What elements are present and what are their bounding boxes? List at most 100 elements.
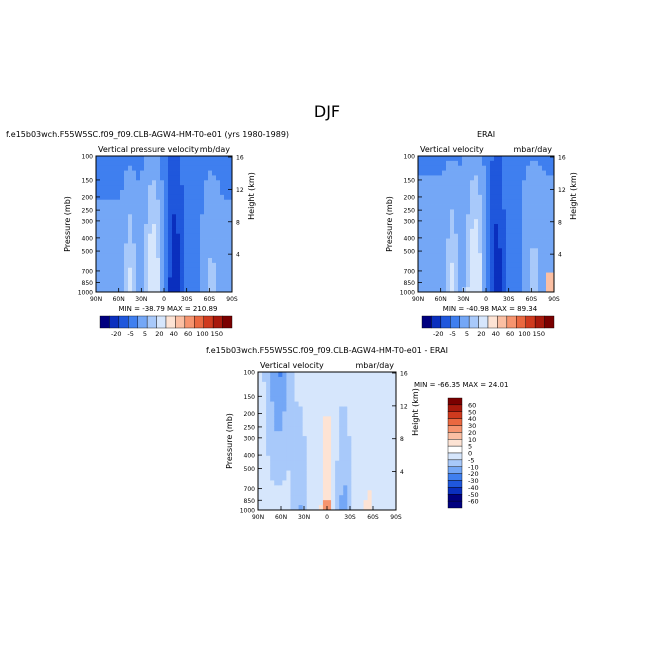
colorbar-label: -30 — [468, 477, 479, 485]
contour-cell — [506, 282, 511, 288]
contour-cell — [458, 233, 463, 239]
contour-cell — [446, 277, 451, 283]
contour-cell — [514, 267, 519, 273]
contour-cell — [351, 386, 356, 393]
contour-cell — [220, 190, 225, 196]
contour-cell — [450, 272, 455, 278]
contour-cell — [266, 406, 271, 412]
contour-cell — [108, 204, 113, 210]
contour-cell — [387, 455, 393, 462]
contour-cell — [530, 272, 535, 278]
contour-cell — [359, 396, 364, 402]
contour-cell — [258, 436, 263, 442]
contour-cell — [379, 505, 385, 511]
contour-cell — [306, 421, 312, 427]
contour-cell — [208, 287, 213, 293]
contour-cell — [156, 262, 161, 269]
contour-cell — [446, 272, 451, 278]
contour-cell — [140, 243, 145, 249]
contour-cell — [383, 401, 389, 407]
contour-cell — [96, 160, 101, 167]
contour-cell — [132, 238, 137, 244]
contour-cell — [144, 267, 149, 273]
contour-cell — [172, 214, 177, 220]
contour-cell — [208, 194, 213, 201]
contour-cell — [478, 180, 483, 186]
contour-cell — [140, 287, 145, 293]
contour-cell — [228, 272, 233, 278]
contour-cell — [184, 228, 189, 235]
contour-cell — [355, 381, 360, 388]
contour-cell — [168, 233, 173, 239]
contour-cell — [335, 391, 340, 398]
contour-cell — [347, 490, 352, 496]
contour-cell — [518, 277, 523, 283]
contour-cell — [144, 209, 149, 215]
contour-cell — [494, 238, 499, 244]
colorbar-swatch — [450, 315, 460, 329]
y-tick-label: 100 — [244, 370, 256, 377]
contour-cell — [347, 470, 352, 476]
contour-cell — [136, 156, 141, 162]
height-tick-label: 8 — [558, 219, 562, 226]
contour-cell — [220, 185, 225, 191]
contour-cell — [104, 277, 109, 283]
contour-cell — [156, 194, 161, 201]
contour-cell — [124, 287, 129, 293]
contour-cell — [434, 287, 439, 293]
contour-cell — [112, 272, 117, 278]
contour-cell — [494, 219, 499, 225]
contour-cell — [510, 204, 515, 210]
contour-cell — [314, 470, 320, 476]
contour-cell — [156, 204, 161, 210]
contour-cell — [172, 248, 177, 254]
contour-cell — [310, 495, 316, 501]
contour-cell — [306, 436, 312, 442]
contour-cell — [156, 185, 161, 191]
contour-cell — [220, 272, 225, 278]
contour-cell — [490, 282, 495, 288]
contour-cell — [212, 248, 217, 254]
contour-cell — [546, 233, 551, 239]
contour-cell — [318, 475, 324, 481]
height-axis-title: Height (km) — [569, 172, 578, 220]
contour-cell — [422, 204, 427, 210]
contour-cell — [200, 199, 205, 205]
contour-cell — [104, 180, 109, 186]
contour-cell — [204, 272, 209, 278]
contour-cell — [286, 426, 291, 432]
contour-cell — [184, 238, 189, 244]
contour-cell — [224, 243, 229, 249]
contour-cell — [470, 204, 475, 210]
contour-cell — [156, 156, 161, 162]
colorbar-swatch — [447, 418, 463, 426]
contour-cell — [391, 431, 397, 437]
contour-cell — [96, 199, 101, 205]
contour-cell — [526, 175, 531, 181]
contour-cell — [278, 460, 283, 467]
contour-cell — [387, 381, 393, 388]
contour-cell — [136, 272, 141, 278]
contour-cell — [128, 253, 133, 259]
x-tick-label: 90N — [412, 296, 424, 303]
contour-cell — [184, 194, 189, 201]
contour-cell — [192, 228, 197, 235]
contour-cell — [164, 287, 169, 293]
contour-cell — [351, 396, 356, 402]
contour-cell — [128, 160, 133, 167]
contour-cell — [434, 253, 439, 259]
colorbar-label: 5 — [468, 443, 472, 451]
contour-cell — [282, 406, 287, 412]
contour-cell — [335, 495, 340, 501]
contour-cell — [96, 238, 101, 244]
contour-cell — [550, 180, 555, 186]
contour-cell — [128, 272, 133, 278]
contour-cell — [343, 426, 348, 432]
contour-cell — [494, 262, 499, 269]
contour-cell — [314, 460, 320, 467]
contour-cell — [298, 480, 304, 486]
contour-cell — [314, 445, 320, 452]
contour-cell — [339, 396, 344, 402]
contour-cell — [530, 165, 535, 171]
contour-cell — [498, 204, 503, 210]
